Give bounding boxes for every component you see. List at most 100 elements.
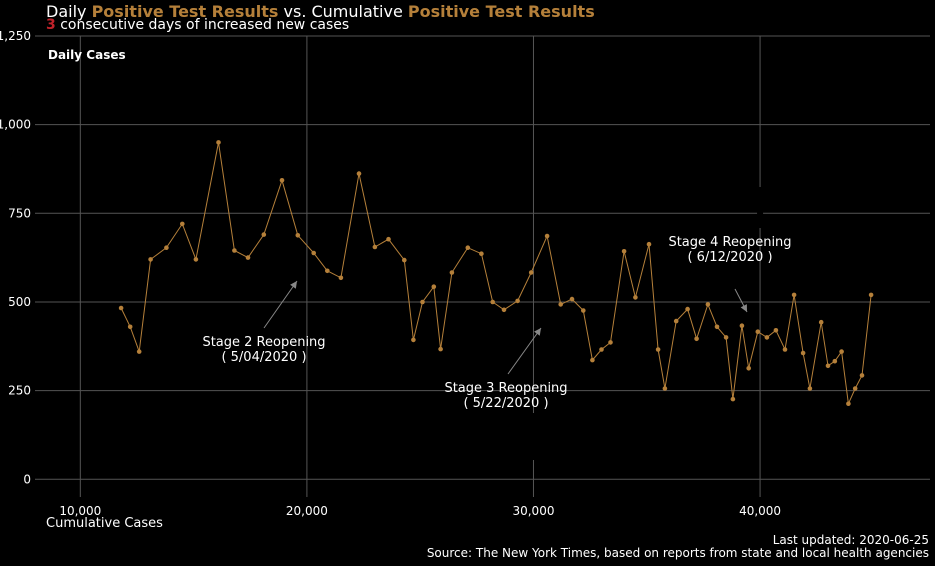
y-tick-label: 750 bbox=[8, 206, 31, 220]
annotation-date: ( 5/22/2020 ) bbox=[463, 396, 548, 411]
data-point bbox=[338, 275, 344, 281]
tick-labels: 0 250 500 750 1,000 1,250 10,000 20,000 30,000 40… bbox=[0, 29, 781, 518]
x-axis-label: Cumulative Cases bbox=[46, 516, 163, 531]
data-point bbox=[515, 298, 520, 304]
y-tick-label: 1,000 bbox=[0, 118, 31, 132]
data-point bbox=[755, 329, 761, 335]
data-point bbox=[386, 236, 391, 242]
data-point bbox=[544, 233, 550, 239]
chart-subtitle: 3 consecutive days of increased new case… bbox=[46, 17, 349, 33]
annotation-label: Stage 2 Reopening bbox=[202, 335, 325, 350]
streak-text: consecutive days of increased new cases bbox=[55, 17, 350, 33]
data-point bbox=[465, 245, 471, 250]
annotation-arrow-head bbox=[290, 281, 297, 289]
y-tick-label: 250 bbox=[8, 384, 31, 398]
data-point bbox=[411, 337, 416, 343]
data-point bbox=[685, 306, 690, 312]
data-point bbox=[245, 255, 251, 260]
data-point bbox=[356, 171, 362, 176]
data-point bbox=[662, 386, 668, 391]
data-point bbox=[852, 386, 858, 391]
data-point bbox=[773, 328, 779, 333]
data-point bbox=[764, 335, 770, 340]
data-point bbox=[599, 347, 604, 352]
annotation-arrow-head bbox=[740, 304, 747, 312]
data-point bbox=[633, 295, 638, 300]
x-tick-label: 10,000 bbox=[59, 504, 101, 518]
series-points bbox=[118, 140, 874, 407]
annotation-gridline-mask bbox=[757, 187, 764, 228]
data-point bbox=[846, 401, 851, 407]
y-tick-label: 1,250 bbox=[0, 29, 31, 43]
data-point bbox=[232, 248, 237, 253]
data-point bbox=[782, 347, 788, 352]
data-point bbox=[655, 347, 661, 352]
data-point bbox=[438, 346, 443, 352]
data-point bbox=[739, 323, 745, 329]
data-point bbox=[279, 178, 285, 183]
data-point bbox=[420, 299, 425, 305]
data-point bbox=[818, 319, 824, 325]
data-point bbox=[118, 305, 124, 311]
data-point bbox=[859, 373, 865, 378]
data-point bbox=[136, 349, 142, 354]
data-point bbox=[746, 366, 751, 371]
annotation-gridline-mask bbox=[294, 320, 301, 367]
data-point bbox=[825, 363, 831, 369]
data-point bbox=[791, 292, 797, 298]
annotation-date: ( 6/12/2020 ) bbox=[687, 250, 772, 265]
data-point bbox=[148, 257, 153, 262]
data-point bbox=[216, 140, 221, 145]
y-tick-label: 0 bbox=[23, 472, 31, 486]
data-point bbox=[490, 299, 496, 305]
annotation-date: ( 5/04/2020 ) bbox=[221, 350, 306, 365]
annotation-arrow-shaft bbox=[507, 327, 542, 375]
chart-title: Daily Positive Test Results vs. Cumulati… bbox=[46, 2, 595, 21]
data-point bbox=[730, 396, 736, 402]
x-tick-label: 30,000 bbox=[512, 504, 554, 518]
data-point bbox=[372, 244, 378, 250]
last-updated: Last updated: 2020-06-25 bbox=[772, 533, 929, 547]
data-point bbox=[528, 270, 534, 275]
data-point bbox=[402, 257, 407, 263]
data-point bbox=[479, 251, 484, 256]
annotation-arrow-shaft bbox=[263, 280, 298, 329]
x-tick-label: 40,000 bbox=[739, 504, 781, 518]
data-point bbox=[325, 268, 330, 274]
data-point bbox=[714, 324, 720, 330]
data-point bbox=[673, 318, 679, 324]
annotation-label: Stage 4 Reopening bbox=[668, 235, 791, 250]
data-point bbox=[431, 284, 437, 290]
data-point bbox=[164, 245, 169, 250]
annotation-arrow-head bbox=[534, 328, 541, 336]
annotations: Stage 2 Reopening( 5/04/2020 ) Stage 3 Re… bbox=[202, 187, 792, 460]
data-point bbox=[723, 335, 729, 340]
data-point bbox=[705, 302, 711, 307]
data-point bbox=[501, 307, 507, 313]
data-point bbox=[581, 308, 586, 313]
data-point bbox=[569, 296, 575, 302]
annotation-gridline-mask bbox=[530, 413, 537, 460]
data-point bbox=[180, 221, 185, 227]
data-point bbox=[295, 233, 301, 238]
title-highlight-daily: Positive Test Results bbox=[91, 2, 279, 21]
data-point bbox=[832, 358, 838, 364]
data-point bbox=[311, 250, 317, 256]
y-axis-label: Daily Cases bbox=[48, 48, 126, 62]
data-point bbox=[590, 357, 595, 363]
source-note: Source: The New York Times, based on rep… bbox=[426, 546, 929, 560]
title-highlight-cumulative: Positive Test Results bbox=[407, 2, 595, 21]
streak-count: 3 bbox=[46, 17, 56, 33]
data-point bbox=[807, 386, 813, 391]
annotation-label: Stage 3 Reopening bbox=[444, 381, 567, 396]
data-point bbox=[449, 270, 455, 275]
data-point bbox=[646, 241, 652, 247]
data-point bbox=[193, 257, 199, 262]
data-point bbox=[608, 340, 613, 345]
y-tick-label: 500 bbox=[8, 295, 31, 309]
data-point bbox=[261, 232, 267, 237]
data-point bbox=[127, 324, 133, 330]
grid-lines bbox=[35, 35, 930, 497]
data-point bbox=[868, 292, 874, 298]
